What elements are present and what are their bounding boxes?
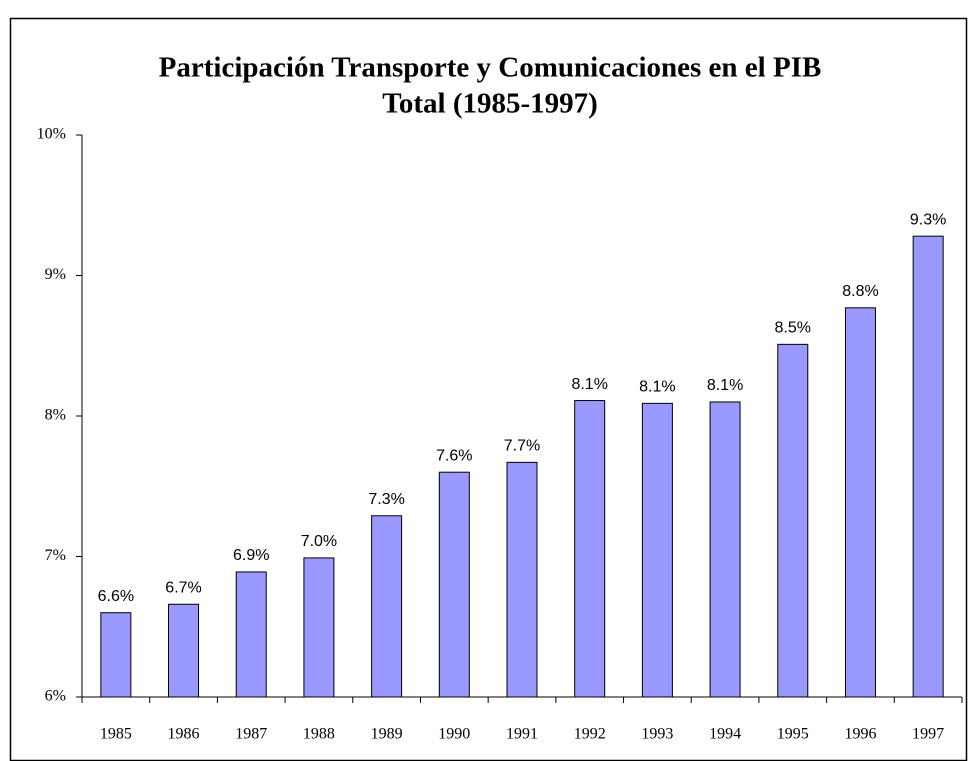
y-tick-label: 7% xyxy=(45,547,66,564)
bar xyxy=(371,515,403,698)
x-tick-label: 1985 xyxy=(100,726,132,743)
bar xyxy=(438,471,470,698)
y-tick-label: 8% xyxy=(45,407,66,424)
bar xyxy=(641,402,673,698)
value-label: 6.7% xyxy=(165,579,201,596)
x-tick-label: 1990 xyxy=(438,726,470,743)
chart-title: Total (1985-1997) xyxy=(382,88,598,120)
x-tick-label: 1996 xyxy=(844,726,876,743)
chart-frame xyxy=(9,17,968,761)
bar xyxy=(168,603,200,698)
x-tick-label: 1988 xyxy=(303,726,335,743)
x-tick-label: 1989 xyxy=(371,726,403,743)
value-label: 7.0% xyxy=(301,533,337,550)
value-label: 7.6% xyxy=(436,447,472,464)
value-label: 6.6% xyxy=(98,588,134,605)
x-tick-label: 1994 xyxy=(709,726,741,743)
y-tick-label: 6% xyxy=(45,688,66,705)
x-tick-label: 1995 xyxy=(777,726,809,743)
x-tick-label: 1993 xyxy=(641,726,673,743)
bar xyxy=(574,400,606,698)
x-tick-label: 1992 xyxy=(574,726,606,743)
y-tick-label: 10% xyxy=(37,126,66,143)
chart-title: Participación Transporte y Comunicacione… xyxy=(159,52,822,84)
bar xyxy=(506,461,538,698)
x-tick-label: 1991 xyxy=(506,726,538,743)
bar xyxy=(912,235,944,698)
value-label: 9.3% xyxy=(910,211,946,228)
value-label: 6.9% xyxy=(233,547,269,564)
x-tick-label: 1987 xyxy=(235,726,267,743)
bar xyxy=(235,571,267,698)
bar xyxy=(777,343,809,698)
value-label: 7.3% xyxy=(368,491,404,508)
value-label: 7.7% xyxy=(504,438,540,455)
bar xyxy=(303,557,335,698)
value-label: 8.1% xyxy=(639,379,675,396)
value-label: 8.1% xyxy=(707,377,743,394)
bar xyxy=(844,307,876,698)
value-label: 8.5% xyxy=(775,320,811,337)
bar xyxy=(100,612,132,698)
x-tick-label: 1997 xyxy=(912,726,944,743)
y-tick-label: 9% xyxy=(45,266,66,283)
value-label: 8.1% xyxy=(571,376,607,393)
value-label: 8.8% xyxy=(842,283,878,300)
x-tick-label: 1986 xyxy=(168,726,200,743)
bar xyxy=(709,401,741,698)
